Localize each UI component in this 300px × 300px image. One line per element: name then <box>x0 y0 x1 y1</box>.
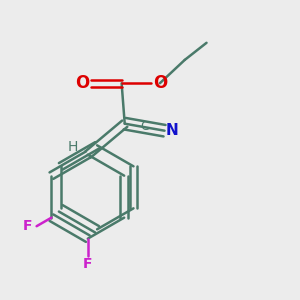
Text: C: C <box>141 120 149 133</box>
Text: O: O <box>153 74 167 92</box>
Text: N: N <box>166 123 179 138</box>
Text: F: F <box>23 219 33 233</box>
Text: H: H <box>68 140 78 154</box>
Text: F: F <box>83 257 92 272</box>
Text: O: O <box>75 74 89 92</box>
